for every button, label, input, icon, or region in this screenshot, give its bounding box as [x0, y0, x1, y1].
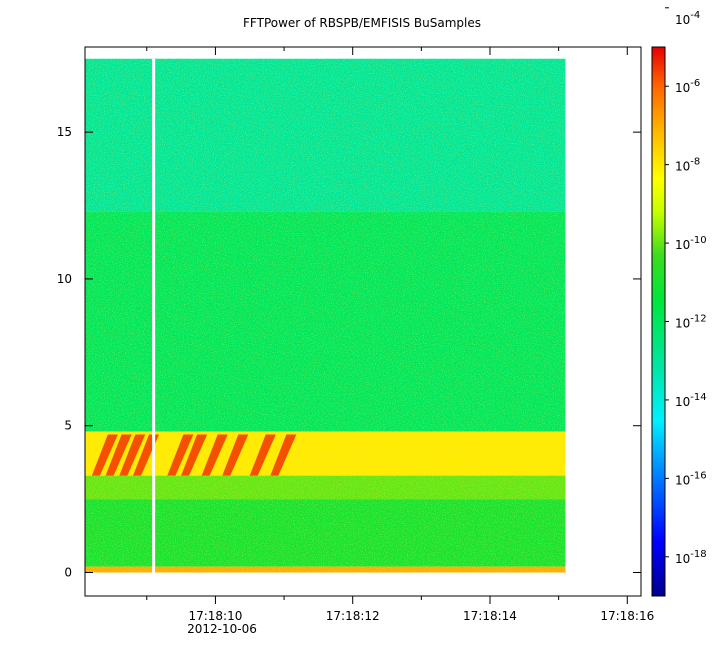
colorbar-tick-label: 10-4 — [675, 10, 700, 27]
emission-bursts — [91, 434, 297, 476]
x-axis: 17:18:10 17:18:12 17:18:14 17:18:16 — [146, 47, 654, 623]
y-tick-label: 0 — [64, 566, 72, 580]
burst-streak — [249, 434, 276, 476]
colorbar-tick-label: 10-18 — [675, 549, 707, 566]
spectrogram-bands — [85, 58, 566, 573]
y-axis: 0 5 10 15 — [57, 125, 641, 580]
y-tick-label: 5 — [64, 419, 72, 433]
colorbar — [651, 46, 666, 597]
burst-streak — [222, 434, 249, 476]
noise-texture — [85, 58, 566, 573]
colorbar-tick-label: 10-8 — [675, 157, 700, 174]
burst-streak — [181, 434, 208, 476]
chart-title: FFTPower of RBSPB/EMFISIS BuSamples — [243, 16, 481, 30]
burst-streak — [119, 434, 146, 476]
burst-streak — [105, 434, 132, 476]
burst-streak — [270, 434, 297, 476]
burst-streak — [167, 434, 194, 476]
plot-border — [84, 46, 642, 597]
x-tick-label: 17:18:14 — [463, 609, 517, 623]
x-tick-label: 17:18:10 — [188, 609, 242, 623]
burst-streak — [91, 434, 118, 476]
x-date-label: 2012-10-06 — [187, 622, 257, 636]
colorbar-tick-label: 10-16 — [675, 470, 707, 487]
colorbar-tick-label: 10-6 — [675, 78, 700, 95]
data-gap — [152, 58, 156, 574]
colorbar-tick-label: 10-14 — [675, 392, 707, 409]
y-tick-label: 15 — [57, 125, 72, 139]
y-tick-label: 10 — [57, 272, 72, 286]
x-tick-label: 17:18:16 — [600, 609, 654, 623]
colorbar-tick-label: 10-12 — [675, 314, 707, 331]
burst-streak — [201, 434, 228, 476]
colorbar-axis: 10-4 10-6 10-8 10-10 10-12 10-14 10-16 10-18 — [665, 7, 707, 566]
x-tick-label: 17:18:12 — [326, 609, 380, 623]
colorbar-tick-label: 10-10 — [675, 235, 707, 252]
